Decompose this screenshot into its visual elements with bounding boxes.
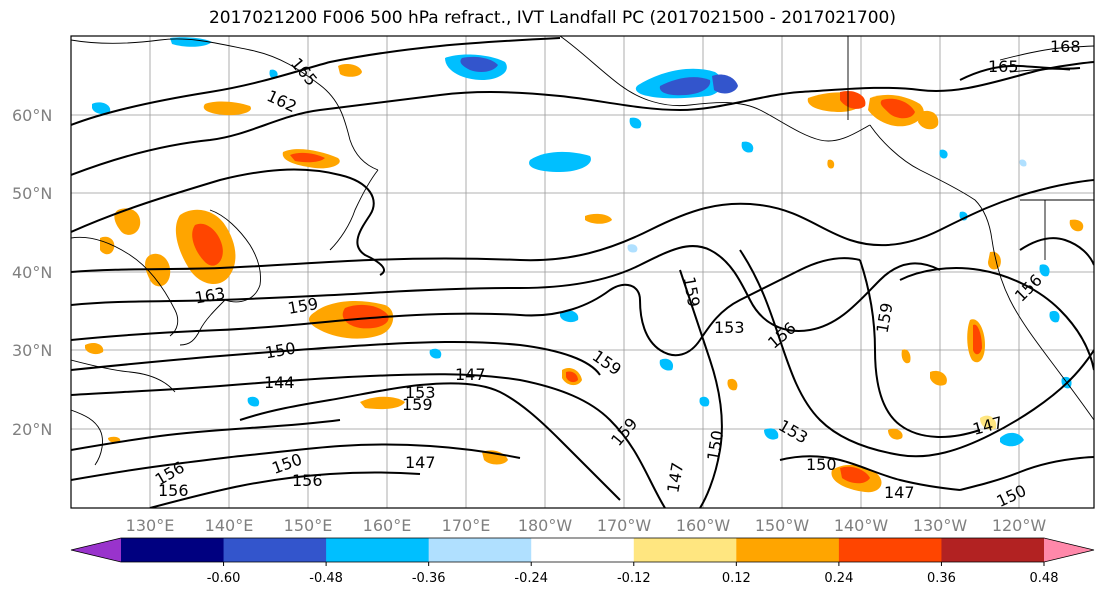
lat-label: 20°N [12,420,52,439]
contour-label: 153 [405,383,436,402]
colorbar-tick-label: -0.48 [309,571,343,586]
colorbar-tick-label: 0.36 [927,571,956,586]
lon-label: 170°W [597,516,652,535]
lat-label: 30°N [12,341,52,360]
colorbar-tick-label: -0.60 [207,571,241,586]
colorbar-tick-label: 0.48 [1030,571,1059,586]
contour-label: 147 [455,365,486,384]
colorbar-segment [736,538,840,562]
lon-label: 150°E [284,516,333,535]
colorbar-tick-label: -0.24 [514,571,548,586]
lon-label: 150°W [755,516,810,535]
contour-lines [71,37,1094,508]
colorbar-segment [223,538,327,562]
contour-label: 144 [264,373,295,392]
contour-label: 165 [988,57,1019,76]
lon-label: 170°E [442,516,491,535]
longitude-labels: 130°E 140°E 150°E 160°E 170°E 180°W 170°… [126,516,1047,535]
colorbar-ticks: -0.60 -0.48 -0.36 -0.24 -0.12 0.12 0.24 0.36 0.4… [207,562,1059,586]
lon-label: 180°W [518,516,573,535]
colorbar-tick-label: 0.12 [722,571,751,586]
lon-label: 160°W [676,516,731,535]
lat-label: 50°N [12,184,52,203]
colorbar-tick-label: -0.36 [412,571,446,586]
coastlines [71,36,1094,466]
contour-label: 153 [714,318,745,337]
colorbar-segment [326,538,430,562]
colorbar-segment [633,538,737,562]
map-title: 2017021200 F006 500 hPa refract., IVT La… [208,8,896,28]
colorbar-tick-label: 0.24 [824,571,853,586]
contour-label: 150 [806,455,837,474]
contour-label: 147 [884,483,915,502]
map-border [70,35,1095,509]
colorbar-segment [531,538,635,562]
colorbar-segment [941,538,1045,562]
contour-label: 168 [1050,37,1081,56]
lon-label: 160°E [363,516,412,535]
lon-label: 130°E [126,516,175,535]
contour-label: 156 [158,481,189,500]
colorbar-extend-min [71,538,121,562]
colorbar: -0.60 -0.48 -0.36 -0.24 -0.12 0.12 0.24 0.36 0.4… [70,537,1095,586]
lon-label: 140°E [205,516,254,535]
colorbar-segment [121,538,225,562]
colorbar-segment [838,538,942,562]
contour-label: 159 [402,395,433,414]
latitude-labels: 60°N 50°N 40°N 30°N 20°N [12,106,52,439]
lon-label: 120°W [992,516,1047,535]
colorbar-segment [428,538,532,562]
colorbar-segments [70,537,1095,563]
colorbar-outline [70,537,1095,563]
lon-label: 130°W [913,516,968,535]
lat-label: 60°N [12,106,52,125]
lat-label: 40°N [12,263,52,282]
contour-label: 147 [405,453,436,472]
colorbar-tick-label: -0.12 [617,571,651,586]
colorbar-extend-max [1044,538,1094,562]
contour-label: 156 [292,471,323,490]
lon-label: 140°W [834,516,889,535]
